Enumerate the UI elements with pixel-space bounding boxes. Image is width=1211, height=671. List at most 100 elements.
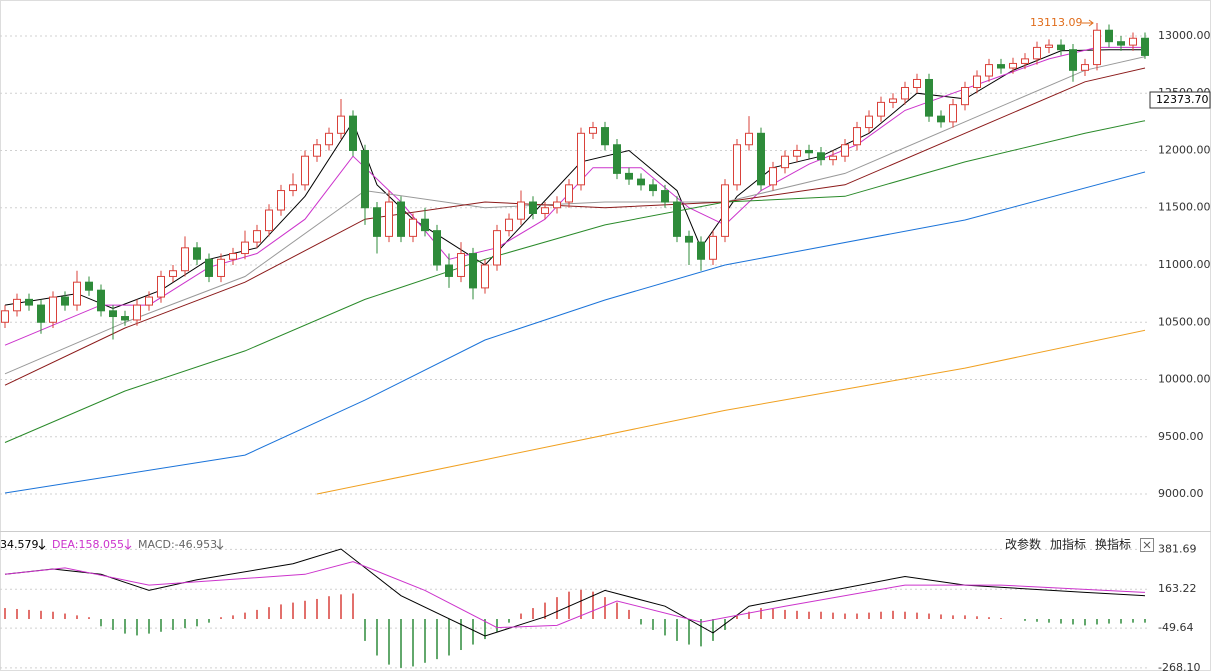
candle-body xyxy=(1093,29,1101,66)
candle-body xyxy=(829,155,837,161)
candle-body xyxy=(697,241,705,260)
candle-body xyxy=(349,115,357,151)
candle-body xyxy=(37,304,45,323)
candle-body xyxy=(289,184,297,192)
candle-body xyxy=(169,270,177,277)
candle-body xyxy=(457,253,465,277)
y-tick-label: 9000.00 xyxy=(1158,487,1204,500)
candle-body xyxy=(805,149,813,154)
max-pointer xyxy=(1082,19,1094,27)
candle-body xyxy=(1117,41,1125,46)
candle-body xyxy=(241,241,249,255)
candle-body xyxy=(97,289,105,312)
candle-body xyxy=(301,155,309,186)
y-tick-label: 11500.00 xyxy=(1158,201,1211,214)
last-price-label: 12373.70 xyxy=(1156,93,1209,106)
candle-body xyxy=(385,201,393,237)
candle-body xyxy=(841,144,849,157)
macd-legend-dif: 34.579 xyxy=(0,538,39,551)
candle-body xyxy=(757,132,765,186)
candle-body xyxy=(781,155,789,169)
candle-body xyxy=(901,86,909,100)
candle-body xyxy=(1081,64,1089,71)
candle-body xyxy=(445,264,453,277)
candle-body xyxy=(817,152,825,161)
candle-body xyxy=(913,78,921,88)
candle-body xyxy=(13,298,21,312)
y-tick-label: 11000.00 xyxy=(1158,258,1211,271)
candle-body xyxy=(421,218,429,232)
candle-body xyxy=(853,127,861,146)
candle-body xyxy=(565,184,573,203)
candle-body xyxy=(325,132,333,146)
button[interactable]: 换指标 xyxy=(1095,537,1131,552)
ma-line xyxy=(4,120,1146,443)
candle-body xyxy=(205,258,213,277)
candle-body xyxy=(769,167,777,186)
candle-body xyxy=(1069,49,1077,71)
candle-body xyxy=(253,230,261,243)
candle-body xyxy=(925,78,933,117)
candle-body xyxy=(1045,44,1053,48)
y-tick-label: 9500.00 xyxy=(1158,430,1204,443)
arrow-icon xyxy=(124,539,132,550)
candle-body xyxy=(157,275,165,298)
candle-body xyxy=(889,98,897,103)
ma-line xyxy=(4,548,1146,637)
candle-body xyxy=(709,235,717,260)
candle-body xyxy=(25,298,33,306)
candle-body xyxy=(625,172,633,180)
candle-body xyxy=(793,149,801,157)
max-label: 13113.09 xyxy=(1030,16,1083,29)
candle-body xyxy=(145,296,153,306)
candle-body xyxy=(181,247,189,272)
candle-body xyxy=(1057,44,1065,51)
candle-body xyxy=(529,201,537,214)
candle-body xyxy=(1141,37,1149,56)
candle-body xyxy=(397,201,405,237)
button[interactable]: 改参数 xyxy=(1005,537,1041,552)
candle-body xyxy=(865,115,873,129)
ma-line xyxy=(4,56,1146,375)
candle-body xyxy=(277,190,285,211)
candle-body xyxy=(661,190,669,203)
y-tick-label: -268.10 xyxy=(1158,661,1200,671)
y-tick-label: 381.69 xyxy=(1158,542,1197,555)
candle-body xyxy=(613,144,621,174)
close-button[interactable] xyxy=(1140,538,1154,552)
candle-body xyxy=(541,207,549,214)
candle-body xyxy=(73,281,81,306)
y-tick-label: 10000.00 xyxy=(1158,373,1211,386)
y-tick-label: 10500.00 xyxy=(1158,315,1211,328)
candle-body xyxy=(637,178,645,186)
macd-panel: 381.69 163.22 -49.64 -268.10 xyxy=(0,542,1200,671)
candle-body xyxy=(1,310,9,323)
candle-body xyxy=(61,296,69,306)
ma-line xyxy=(316,329,1146,495)
last-price-box xyxy=(1149,91,1211,109)
candle-body xyxy=(373,207,381,237)
main-panel: 9000.00 9500.00 10000.00 10500.00 11000.00 11… xyxy=(0,19,1211,500)
candle-body xyxy=(229,253,237,260)
candle-body xyxy=(121,316,129,321)
y-tick-label: 13000.00 xyxy=(1158,29,1211,42)
candle-body xyxy=(745,132,753,146)
candle-body xyxy=(469,253,477,289)
candle-body xyxy=(601,127,609,146)
candle-body xyxy=(733,144,741,186)
candle-body xyxy=(877,101,885,117)
candle-body xyxy=(409,218,417,237)
candle-body xyxy=(109,310,117,318)
arrow-icon xyxy=(38,539,46,550)
candle-body xyxy=(589,127,597,134)
macd-legend-macd: MACD:-46.953 xyxy=(138,538,217,551)
candle-body xyxy=(493,230,501,266)
candle-body xyxy=(997,64,1005,69)
button[interactable]: 加指标 xyxy=(1050,537,1086,552)
candle-body xyxy=(193,247,201,260)
candle-body xyxy=(685,235,693,243)
ma-line xyxy=(4,67,1146,386)
candle-body xyxy=(517,201,525,220)
